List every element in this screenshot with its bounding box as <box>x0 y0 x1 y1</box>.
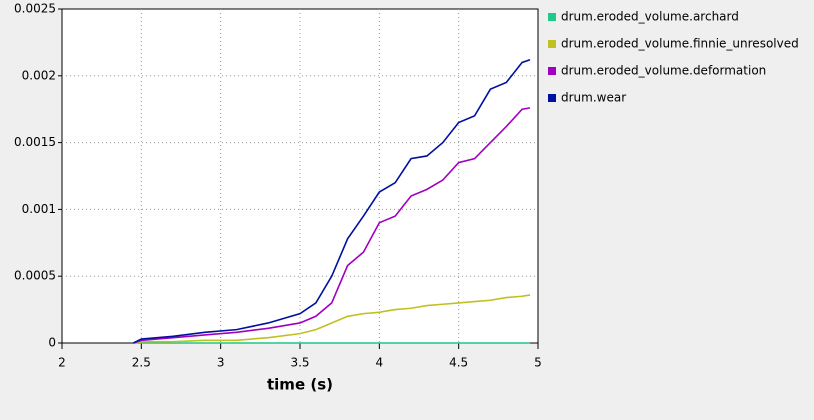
x-tick-label: 3 <box>217 356 225 370</box>
x-tick-label: 2.5 <box>132 356 151 370</box>
legend-label: drum.eroded_volume.finnie_unresolved <box>561 37 799 51</box>
plot-area <box>61 8 539 344</box>
x-axis-label: time (s) <box>267 376 333 394</box>
legend-swatch <box>548 94 556 102</box>
legend-swatch <box>548 40 556 48</box>
legend-label: drum.wear <box>561 91 626 105</box>
legend-swatch <box>548 13 556 21</box>
legend-label: drum.eroded_volume.deformation <box>561 64 766 78</box>
series-line <box>133 294 531 344</box>
y-tick-label: 0.001 <box>22 202 56 216</box>
legend-swatch <box>548 67 556 75</box>
series-line <box>133 107 531 344</box>
x-tick-label: 4 <box>376 356 384 370</box>
y-tick-label: 0.0005 <box>14 269 56 283</box>
y-tick-label: 0 <box>48 336 56 350</box>
legend-label: drum.eroded_volume.archard <box>561 10 739 24</box>
series-line <box>133 59 531 344</box>
x-tick-label: 4.5 <box>449 356 468 370</box>
y-tick-label: 0.0025 <box>14 2 56 16</box>
x-tick-label: 5 <box>534 356 542 370</box>
y-tick-label: 0.002 <box>22 68 56 82</box>
x-tick-label: 3.5 <box>290 356 309 370</box>
x-tick-label: 2 <box>58 356 66 370</box>
y-tick-label: 0.0015 <box>14 135 56 149</box>
